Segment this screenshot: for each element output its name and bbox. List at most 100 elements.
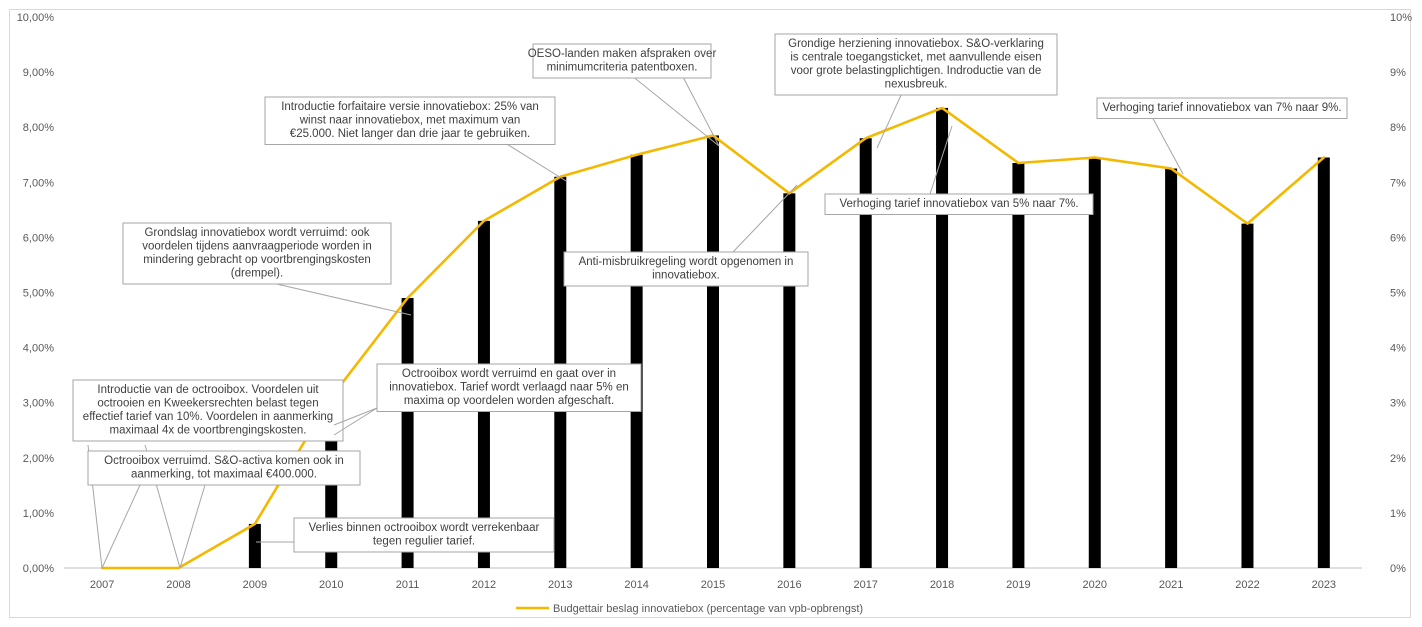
x-tick-label: 2009 [243,579,267,591]
y-tick-label-right: 6% [1390,232,1406,244]
annotation-text: Introductie van de octrooibox. Voordelen… [97,384,319,396]
y-tick-label-left: 10,00% [17,12,55,24]
annotation-text: Introductie forfaitaire versie innovatie… [281,101,539,113]
annotation-text: voor grote belastingplichtigen. Indroduc… [791,65,1042,77]
annotation-box [264,96,556,145]
annotation-text: effectief tarief van 10%. Voordelen in a… [83,411,333,423]
annotation-leader [1149,112,1184,175]
annotation-leader [876,92,903,149]
x-tick-label: 2012 [472,579,496,591]
bar [248,523,261,568]
bar [1317,157,1330,568]
bar [630,154,643,568]
annotation-leader [681,74,720,147]
annotation-leader [929,125,953,195]
annotation-text: maxima op voordelen worden afgeschaft. [404,395,614,407]
x-tick-label: 2014 [624,579,648,591]
x-tick-label: 2023 [1312,579,1336,591]
annotation-text: OESO-landen maken afspraken over [528,48,717,60]
y-tick-label-left: 7,00% [23,177,54,189]
annotation-text: Octrooibox verruimd. S&O-activa komen oo… [104,455,344,467]
y-tick-label-right: 10% [1390,12,1412,24]
x-tick-label: 2020 [1083,579,1107,591]
x-tick-label: 2010 [319,579,343,591]
annotation-box [72,379,344,442]
annotation-text: minimumcriteria patentboxen. [547,62,698,74]
annotation-box [532,43,712,79]
y-tick-label-left: 4,00% [23,343,54,355]
annotation-text: voordelen tijdens aanvraagperiode worden… [142,241,372,253]
annotation-box [774,33,1058,96]
bar [1012,163,1025,568]
y-tick-label-right: 9% [1390,67,1406,79]
x-tick-label: 2013 [548,579,572,591]
y-tick-label-right: 5% [1390,288,1406,300]
annotation-text: nexusbreuk. [885,79,948,91]
x-tick-label: 2019 [1006,579,1030,591]
annotation-box [563,251,809,287]
annotation-text: is centrale toegangsticket, met aanvulle… [790,52,1041,64]
annotation-text: Verlies binnen octrooibox wordt verreken… [309,522,540,534]
x-tick-label: 2008 [166,579,190,591]
annotation-text: Verhoging tarief innovatiebox van 5% naa… [839,198,1078,210]
bar [783,193,796,568]
y-tick-label-right: 4% [1390,343,1406,355]
annotation-text: Octrooibox wordt verruimd en gaat over i… [402,368,616,380]
annotation-text: €25.000. Niet langer dan drie jaar te ge… [290,128,530,140]
annotation-leader [179,484,206,569]
annotation-box [293,517,555,553]
annotation-text: winst naar innovatiebox, met maximum van [299,115,521,127]
x-tick-label: 2011 [396,579,420,591]
y-tick-label-right: 1% [1390,508,1406,520]
annotation-text: Grondslag innovatiebox wordt verruimd: o… [144,227,369,239]
annotation-text: tegen regulier tarief. [373,536,475,548]
annotation-text: Anti-misbruikregeling wordt opgenomen in [579,256,794,268]
y-tick-label-right: 3% [1390,398,1406,410]
x-tick-label: 2022 [1235,579,1259,591]
annotation-box [87,450,361,486]
annotation-text: maximaal 4x de voortbrengingskosten. [110,425,307,437]
y-tick-label-right: 7% [1390,177,1406,189]
annotation-text: octrooien en Kweekersrechten belast tege… [97,398,318,410]
y-tick-label-left: 8,00% [23,122,54,134]
y-tick-label-left: 1,00% [23,508,54,520]
bar [1088,157,1101,568]
x-tick-label: 2007 [90,579,114,591]
y-tick-label-right: 8% [1390,122,1406,134]
annotation-box [376,363,642,412]
annotation-leader [732,184,798,253]
annotation-leader [333,407,378,426]
annotation-text: innovatiebox. Tarief wordt verlaagd naar… [389,382,629,394]
annotation-box [824,193,1094,215]
y-tick-label-left: 5,00% [23,288,54,300]
x-tick-label: 2015 [701,579,725,591]
y-tick-label-left: 2,00% [23,453,54,465]
annotation-leader [630,74,720,147]
y-tick-label-left: 9,00% [23,67,54,79]
legend-label: Budgettair beslag innovatiebox (percenta… [553,603,863,615]
bar [1165,168,1178,568]
bar [859,138,872,568]
annotation-text: (drempel). [231,268,283,280]
y-tick-label-left: 0,00% [23,563,54,575]
annotation-text: innovatiebox. [652,270,720,282]
annotation-leader [501,140,567,182]
annotation-box [122,222,392,285]
x-tick-label: 2016 [777,579,801,591]
bar [707,135,719,568]
y-tick-label-left: 3,00% [23,398,54,410]
bar [1241,223,1254,568]
annotation-text: mindering gebracht op voortbrengingskost… [143,254,371,266]
y-tick-label-right: 2% [1390,453,1406,465]
annotation-leader [333,407,378,436]
annotation-leader [101,484,141,569]
bar [936,107,949,568]
x-tick-label: 2018 [930,579,954,591]
annotation-box [1096,97,1348,119]
annotation-text: aanmerking, tot maximaal €400.000. [131,469,317,481]
chart-frame [9,9,1411,618]
x-tick-label: 2017 [853,579,877,591]
annotation-text: Verhoging tarief innovatiebox van 7% naa… [1102,102,1341,114]
annotation-text: Grondige herziening innovatiebox. S&O-ve… [788,38,1044,50]
